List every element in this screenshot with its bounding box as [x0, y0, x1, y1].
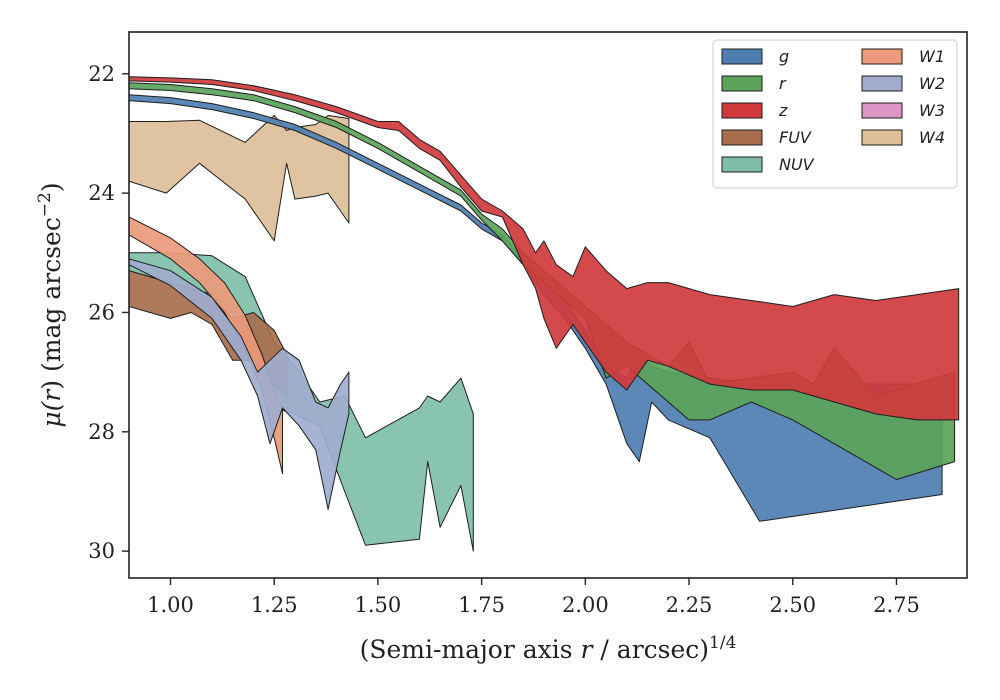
x-axis: 1.00 1.25 1.50 1.75 2.00 2.25 2.50 2.75: [147, 578, 920, 617]
series-band-g: [129, 94, 943, 522]
x-axis-title-var: r: [581, 635, 595, 664]
x-axis-title-post: / arcsec): [592, 635, 709, 664]
legend-label-w4: W4: [919, 128, 945, 147]
y-axis-title-mu: μ(: [37, 400, 66, 427]
x-axis-title: (Semi-major axis r / arcsec)1/4: [360, 633, 737, 664]
legend-swatch-w1: [861, 48, 903, 65]
x-tick-label: 2.25: [666, 593, 713, 617]
legend-swatch-w2: [861, 75, 903, 92]
y-axis-title-sup: −2: [35, 192, 55, 217]
y-axis-title-var: r: [37, 388, 66, 402]
x-tick-label: 1.75: [458, 593, 505, 617]
y-axis-title-close: ): [37, 182, 66, 192]
y-tick-label: 30: [88, 539, 115, 563]
legend-swatch-w4: [861, 129, 903, 146]
legend-label-r: r: [779, 74, 787, 93]
series-band-z: [129, 76, 960, 421]
legend-swatch-g: [721, 48, 763, 65]
x-tick-label: 1.25: [251, 593, 298, 617]
x-tick-label: 2.00: [562, 593, 609, 617]
series-band-w1: [129, 216, 283, 475]
legend-swatch-nuv: [721, 156, 763, 173]
legend-swatch-r: [721, 75, 763, 92]
x-axis-title-pre: (Semi-major axis: [360, 635, 581, 664]
y-axis-title: μ(r) (mag arcsec−2): [35, 182, 66, 427]
legend-label-g: g: [779, 47, 789, 66]
y-tick-label: 28: [88, 420, 115, 444]
series-band-w2: [129, 258, 350, 510]
plot-frame: [128, 31, 968, 579]
x-tick-label: 2.75: [873, 593, 920, 617]
y-axis: 22 24 26 28 30: [88, 62, 129, 563]
x-tick-label: 1.50: [355, 593, 402, 617]
y-tick-label: 24: [88, 181, 115, 205]
y-axis-title-post: ) (mag arcsec: [37, 217, 66, 390]
x-tick-label: 2.50: [769, 593, 816, 617]
y-tick-label: 22: [88, 62, 115, 86]
legend-label-w3: W3: [919, 101, 945, 120]
legend-label-fuv: FUV: [779, 128, 812, 147]
legend-label-w2: W2: [919, 74, 945, 93]
legend-label-w1: W1: [919, 47, 945, 66]
x-axis-title-sup: 1/4: [709, 633, 736, 653]
legend: grz FUV NUV W1 W2 W3 W4: [712, 39, 958, 189]
legend-label-nuv: NUV: [779, 155, 815, 174]
series-band-w4: [129, 115, 350, 242]
legend-swatch-w3: [861, 102, 903, 119]
legend-label-z: z: [778, 101, 788, 120]
series-layer: [129, 76, 960, 552]
legend-swatch-fuv: [721, 129, 763, 146]
x-tick-label: 1.00: [147, 593, 194, 617]
legend-swatch-z: [721, 102, 763, 119]
y-tick-label: 26: [88, 300, 115, 324]
